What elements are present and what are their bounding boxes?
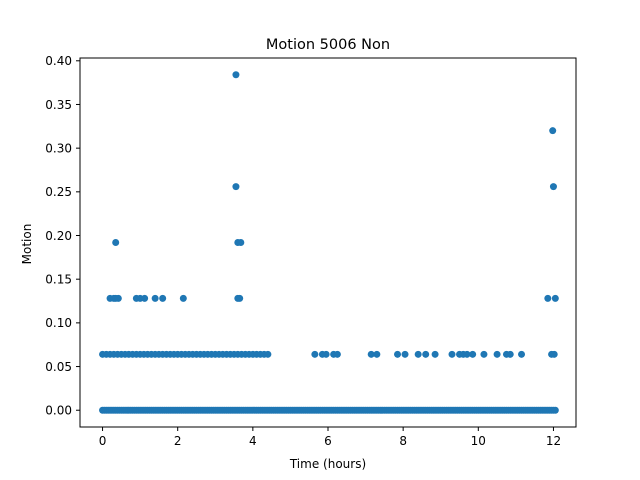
y-tick-label: 0.40 [45,54,72,68]
data-point-317 [414,350,422,358]
x-tick-label: 6 [324,434,332,448]
data-points [99,71,559,414]
data-point-328 [506,350,514,358]
data-point-306 [544,294,552,302]
data-point-329 [518,350,526,358]
plot-frame [79,57,577,428]
x-tick-label: 2 [174,434,182,448]
y-tick-label: 0.10 [45,316,72,330]
data-point-293 [112,239,120,246]
data-point-323 [463,350,471,358]
data-point-307 [551,294,559,302]
data-point-315 [394,350,402,358]
data-point-316 [401,350,409,358]
data-point-318 [422,350,430,358]
data-point-303 [179,294,187,302]
y-tick-label: 0.30 [45,141,72,155]
data-point-288 [232,183,240,191]
y-tick-label: 0.15 [45,272,72,286]
data-point-292 [236,294,244,302]
data-point-320 [448,350,456,358]
y-tick-label: 0.05 [45,360,72,374]
data-point-319 [431,350,439,358]
data-point-297 [114,294,122,302]
x-axis-ticks: 0 2 4 6 8 10 12 [99,427,561,448]
y-tick-label: 0.20 [45,229,72,243]
data-point-305 [549,183,557,191]
data-point-290 [237,239,245,246]
data-point-241 [551,406,559,414]
x-tick-label: 0 [99,434,107,448]
data-point-304 [549,127,557,135]
data-point-300 [141,294,149,302]
data-point-314 [373,350,381,358]
x-tick-label: 4 [249,434,257,448]
data-point-312 [333,350,341,358]
x-tick-label: 8 [399,434,407,448]
data-point-308 [311,350,319,358]
y-tick-label: 0.00 [45,404,72,418]
x-axis-label: Time (hours) [289,457,366,471]
data-point-326 [493,350,501,358]
data-point-286 [264,350,272,358]
data-point-325 [480,350,488,358]
x-tick-label: 12 [546,434,561,448]
y-tick-label: 0.35 [45,98,72,112]
y-axis-label: Motion [20,224,34,265]
data-point-301 [151,294,159,302]
chart-title: Motion 5006 Non [266,37,390,53]
data-point-331 [550,350,558,358]
y-axis-ticks: 0.00 0.05 0.10 0.15 0.20 0.25 0.30 0.35 0.40 [45,54,80,418]
data-point-313 [367,350,375,358]
data-point-324 [469,350,477,358]
x-tick-label: 10 [471,434,486,448]
data-point-287 [232,71,240,79]
data-point-302 [159,294,167,302]
y-tick-label: 0.25 [45,185,72,199]
data-point-310 [322,350,330,358]
